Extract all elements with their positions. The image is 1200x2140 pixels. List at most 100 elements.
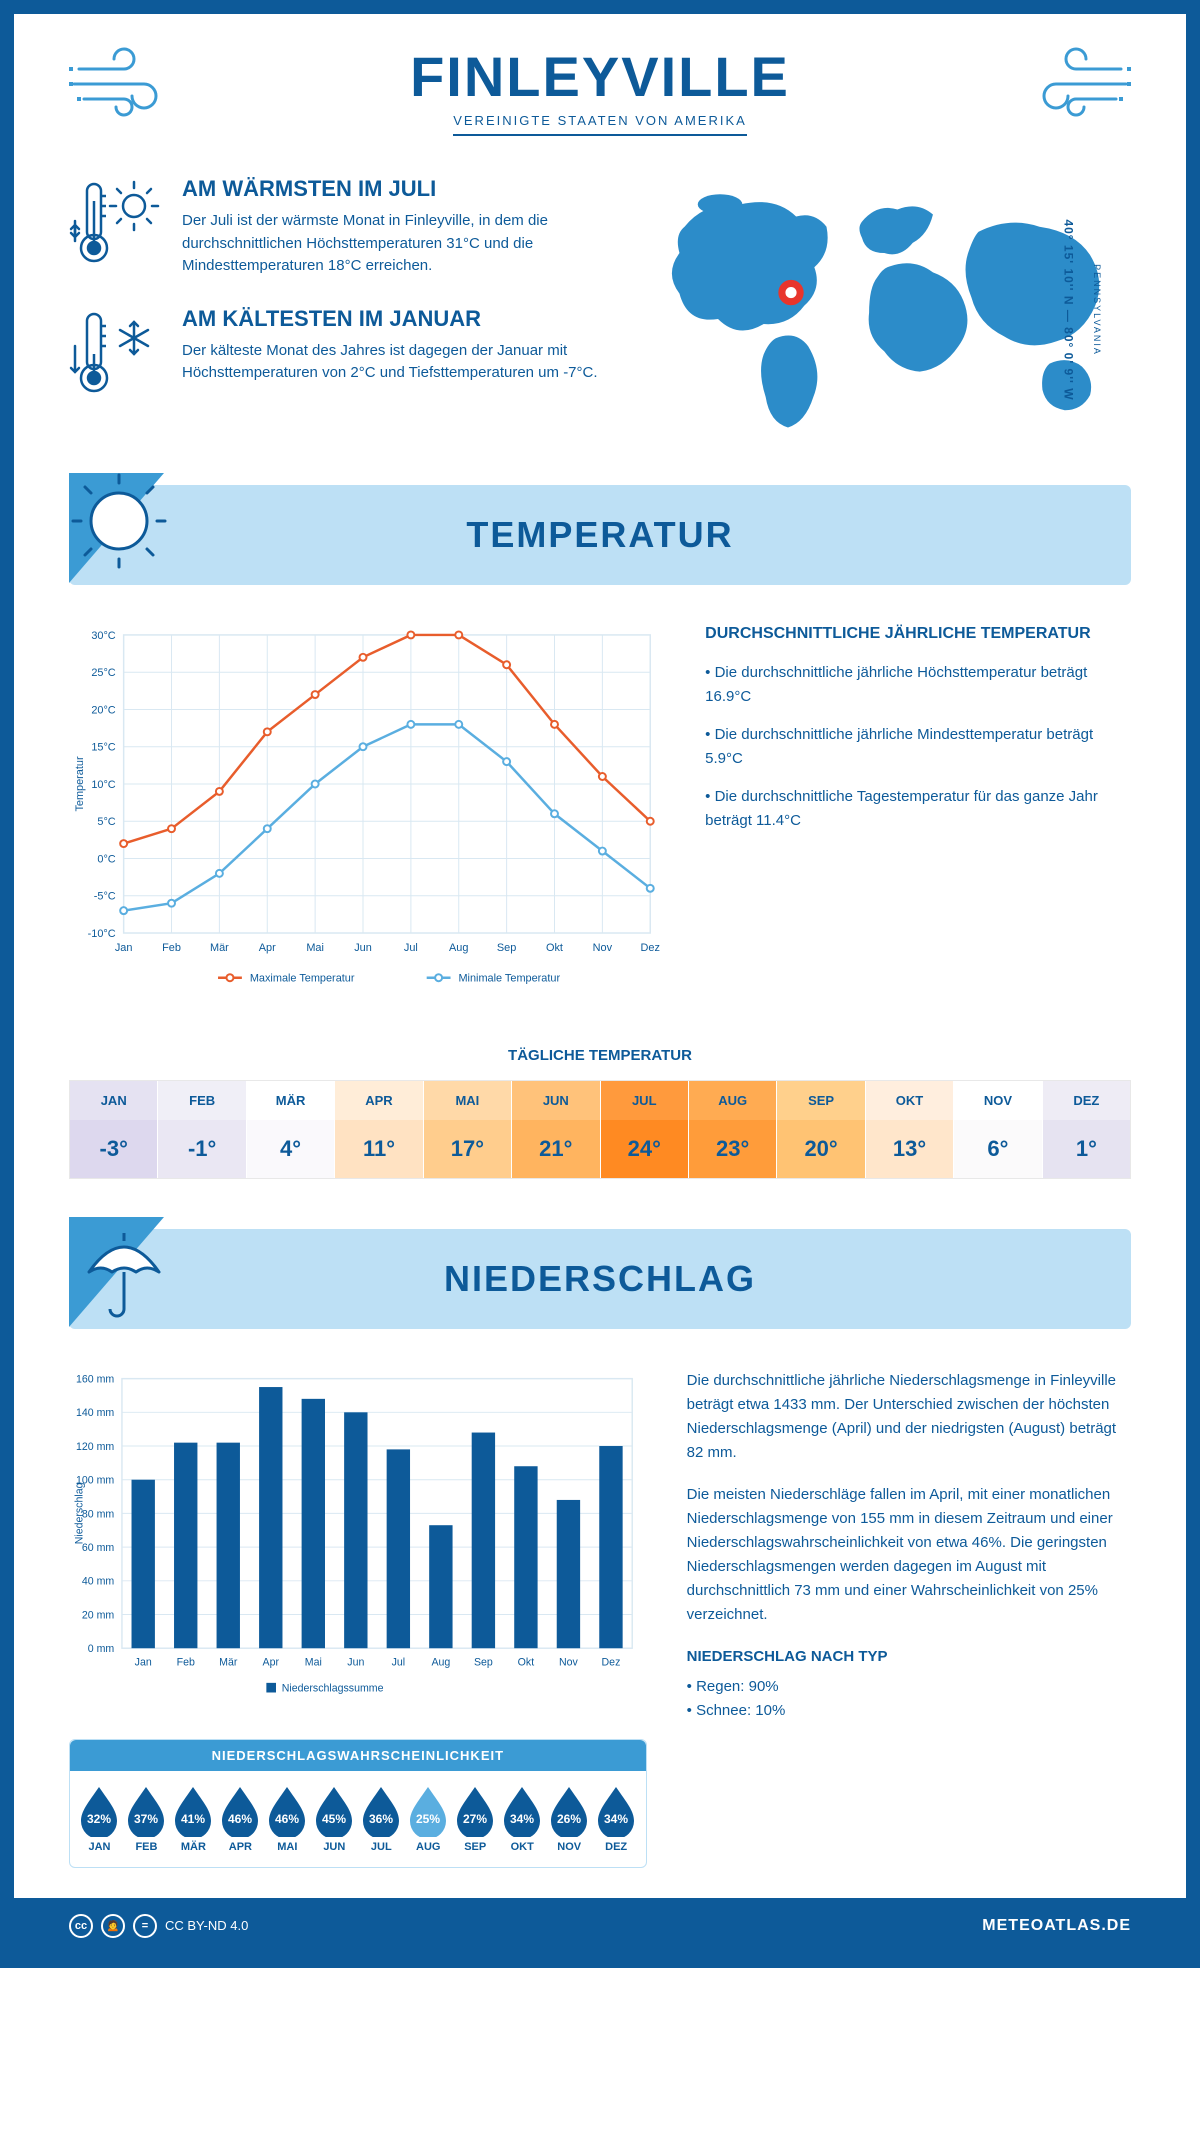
daily-temp-cell: MÄR4° xyxy=(247,1081,335,1178)
temp-bullet: • Die durchschnittliche jährliche Höchst… xyxy=(705,661,1131,709)
svg-text:25%: 25% xyxy=(416,1812,440,1826)
daily-temp-cell: NOV6° xyxy=(954,1081,1042,1178)
temp-bullet: • Die durchschnittliche Tagestemperatur … xyxy=(705,785,1131,833)
prob-drop: 27% SEP xyxy=(454,1785,496,1853)
svg-text:Dez: Dez xyxy=(641,942,660,954)
fact-title: AM KÄLTESTEN IM JANUAR xyxy=(182,306,604,332)
raindrop-icon: 46% xyxy=(266,1785,308,1837)
raindrop-icon: 45% xyxy=(313,1785,355,1837)
prob-drop: 34% DEZ xyxy=(595,1785,637,1853)
precip-type-title: NIEDERSCHLAG NACH TYP xyxy=(687,1645,1131,1669)
prob-drop: 46% APR xyxy=(219,1785,261,1853)
page-subtitle: VEREINIGTE STAATEN VON AMERIKA xyxy=(453,113,747,136)
header: FINLEYVILLE VEREINIGTE STAATEN VON AMERI… xyxy=(69,44,1131,136)
svg-text:20 mm: 20 mm xyxy=(82,1609,115,1621)
raindrop-icon: 41% xyxy=(172,1785,214,1837)
section-title: TEMPERATUR xyxy=(466,514,733,556)
svg-text:40 mm: 40 mm xyxy=(82,1576,115,1588)
svg-text:Jun: Jun xyxy=(347,1657,364,1669)
svg-text:15°C: 15°C xyxy=(91,741,115,753)
svg-text:25°C: 25°C xyxy=(91,667,115,679)
state-label: PENNSYLVANIA xyxy=(1092,264,1102,356)
svg-text:30°C: 30°C xyxy=(91,630,115,642)
svg-text:Nov: Nov xyxy=(593,942,613,954)
svg-text:Feb: Feb xyxy=(162,942,181,954)
svg-text:Aug: Aug xyxy=(449,942,468,954)
raindrop-icon: 25% xyxy=(407,1785,449,1837)
daily-temp-cell: SEP20° xyxy=(777,1081,865,1178)
svg-text:Okt: Okt xyxy=(546,942,563,954)
sun-icon xyxy=(69,473,189,593)
svg-text:45%: 45% xyxy=(322,1812,346,1826)
raindrop-icon: 34% xyxy=(595,1785,637,1837)
svg-text:Jun: Jun xyxy=(354,942,372,954)
svg-text:Niederschlag: Niederschlag xyxy=(73,1483,85,1545)
svg-text:Jan: Jan xyxy=(135,1657,152,1669)
svg-text:Apr: Apr xyxy=(259,942,276,954)
prob-drop: 34% OKT xyxy=(501,1785,543,1853)
svg-text:0°C: 0°C xyxy=(97,853,115,865)
cc-icon: cc xyxy=(69,1914,93,1938)
svg-text:Niederschlagssumme: Niederschlagssumme xyxy=(282,1683,384,1695)
prob-drop: 46% MAI xyxy=(266,1785,308,1853)
svg-text:Mai: Mai xyxy=(306,942,324,954)
daily-temp-cell: OKT13° xyxy=(866,1081,954,1178)
svg-text:46%: 46% xyxy=(275,1812,299,1826)
svg-text:41%: 41% xyxy=(181,1812,205,1826)
svg-text:36%: 36% xyxy=(369,1812,393,1826)
nd-icon: = xyxy=(133,1914,157,1938)
daily-temp-cell: APR11° xyxy=(335,1081,423,1178)
fact-title: AM WÄRMSTEN IM JULI xyxy=(182,176,604,202)
map-marker-icon xyxy=(782,283,800,301)
svg-text:Feb: Feb xyxy=(177,1657,195,1669)
svg-text:Sep: Sep xyxy=(474,1657,493,1669)
raindrop-icon: 27% xyxy=(454,1785,496,1837)
daily-temp-cell: JUL24° xyxy=(601,1081,689,1178)
precip-probability-box: NIEDERSCHLAGSWAHRSCHEINLICHKEIT 32% JAN … xyxy=(69,1739,647,1868)
temperature-line-chart: -10°C-5°C0°C5°C10°C15°C20°C25°C30°CJanFe… xyxy=(69,625,665,1018)
svg-text:26%: 26% xyxy=(557,1812,581,1826)
svg-text:Okt: Okt xyxy=(518,1657,535,1669)
svg-text:27%: 27% xyxy=(463,1812,487,1826)
fact-text: Der Juli ist der wärmste Monat in Finley… xyxy=(182,210,604,278)
svg-text:120 mm: 120 mm xyxy=(76,1441,114,1453)
prob-drop: 25% AUG xyxy=(407,1785,449,1853)
fact-warmest: AM WÄRMSTEN IM JULI Der Juli ist der wär… xyxy=(69,176,604,278)
svg-text:Apr: Apr xyxy=(263,1657,280,1669)
precip-text: Die durchschnittliche jährliche Niedersc… xyxy=(687,1369,1131,1465)
license-label: CC BY-ND 4.0 xyxy=(165,1918,248,1933)
raindrop-icon: 46% xyxy=(219,1785,261,1837)
svg-text:Mai: Mai xyxy=(305,1657,322,1669)
prob-drop: 45% JUN xyxy=(313,1785,355,1853)
raindrop-icon: 34% xyxy=(501,1785,543,1837)
svg-text:20°C: 20°C xyxy=(91,704,115,716)
precip-banner: NIEDERSCHLAG xyxy=(69,1229,1131,1329)
precip-text: Die meisten Niederschläge fallen im Apri… xyxy=(687,1483,1131,1627)
svg-text:160 mm: 160 mm xyxy=(76,1374,114,1386)
svg-text:Aug: Aug xyxy=(431,1657,450,1669)
svg-text:Nov: Nov xyxy=(559,1657,579,1669)
svg-text:Mär: Mär xyxy=(210,942,229,954)
svg-text:-5°C: -5°C xyxy=(94,890,116,902)
prob-drop: 26% NOV xyxy=(548,1785,590,1853)
thermometer-snow-icon xyxy=(69,306,164,401)
svg-text:140 mm: 140 mm xyxy=(76,1407,114,1419)
raindrop-icon: 26% xyxy=(548,1785,590,1837)
svg-text:Sep: Sep xyxy=(497,942,516,954)
svg-text:60 mm: 60 mm xyxy=(82,1542,115,1554)
site-name: METEOATLAS.DE xyxy=(982,1917,1131,1935)
svg-text:37%: 37% xyxy=(134,1812,158,1826)
footer: cc 🙍 = CC BY-ND 4.0 METEOATLAS.DE xyxy=(14,1898,1186,1954)
svg-text:0 mm: 0 mm xyxy=(88,1643,115,1655)
fact-coldest: AM KÄLTESTEN IM JANUAR Der kälteste Mona… xyxy=(69,306,604,401)
svg-text:-10°C: -10°C xyxy=(88,928,116,940)
thermometer-sun-icon xyxy=(69,176,164,271)
wind-icon xyxy=(69,44,189,124)
wind-icon xyxy=(1011,44,1131,124)
svg-text:Maximale Temperatur: Maximale Temperatur xyxy=(250,972,355,984)
prob-drop: 32% JAN xyxy=(78,1785,120,1853)
daily-temp-cell: MAI17° xyxy=(424,1081,512,1178)
svg-text:Mär: Mär xyxy=(219,1657,238,1669)
raindrop-icon: 37% xyxy=(125,1785,167,1837)
svg-text:Temperatur: Temperatur xyxy=(74,756,86,812)
